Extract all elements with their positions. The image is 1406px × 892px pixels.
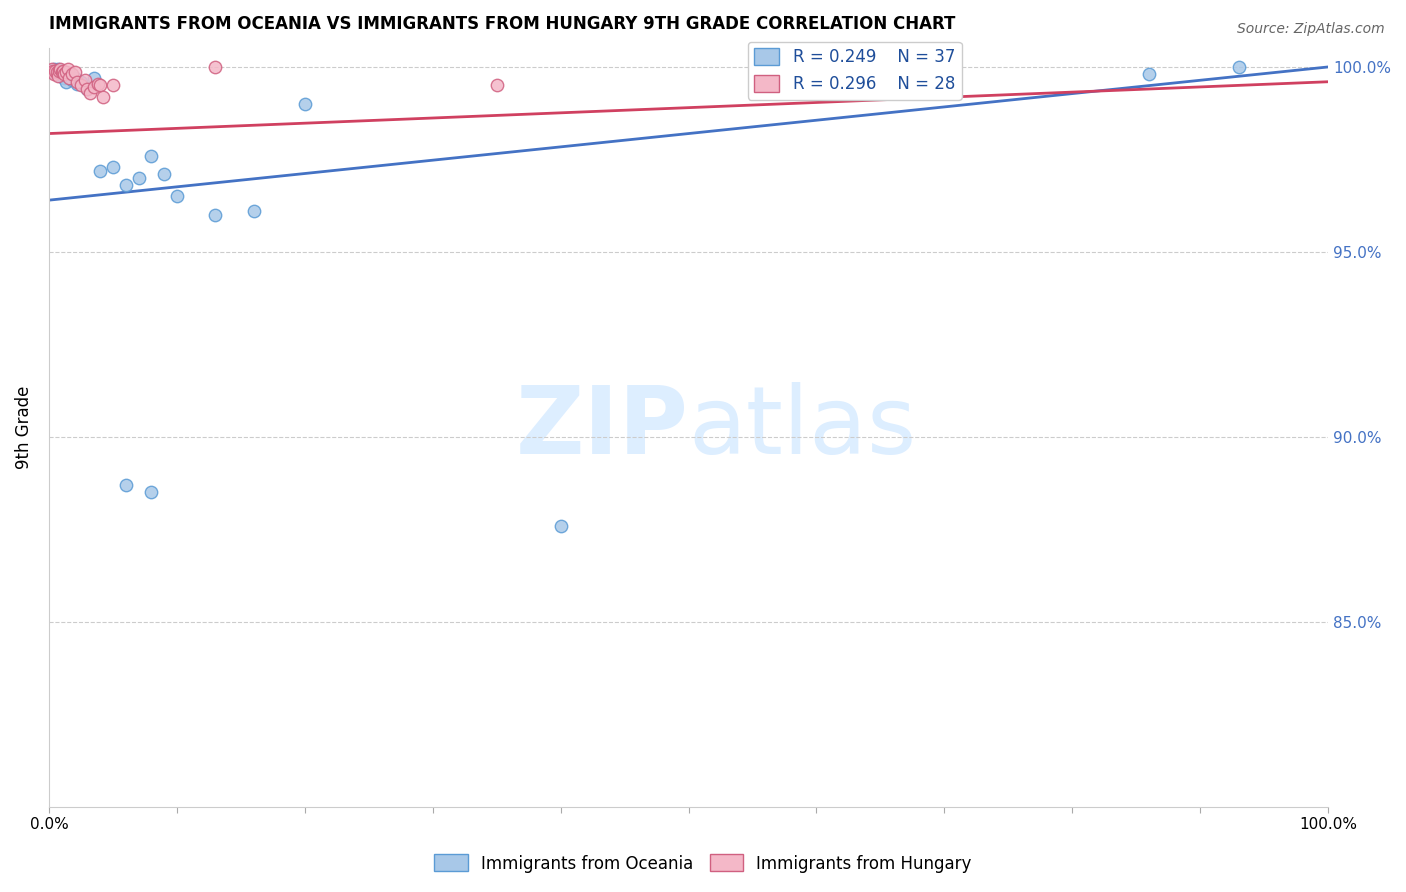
Point [79, 86, 101, 100]
Point [89, 78, 111, 93]
Point [70, 75, 93, 89]
Point [91, 89, 114, 103]
Point [101, 78, 124, 93]
Point [60, 73, 83, 87]
Point [63, 70, 86, 85]
Point [242, 204, 264, 219]
Point [83, 80, 105, 95]
Point [83, 70, 105, 85]
Point [60, 67, 83, 81]
Point [204, 60, 226, 74]
Point [114, 178, 136, 193]
Point [48, 63, 70, 78]
Text: atlas: atlas [689, 382, 917, 474]
Point [70, 78, 93, 93]
Point [42, 65, 65, 79]
Text: Source: ZipAtlas.com: Source: ZipAtlas.com [1237, 22, 1385, 37]
Point [53, 70, 76, 85]
Point [48, 65, 70, 79]
Point [204, 208, 226, 222]
Point [101, 160, 124, 174]
Point [86, 77, 108, 91]
Text: IMMIGRANTS FROM OCEANIA VS IMMIGRANTS FROM HUNGARY 9TH GRADE CORRELATION CHART: IMMIGRANTS FROM OCEANIA VS IMMIGRANTS FR… [49, 15, 955, 33]
Point [56, 69, 79, 83]
Point [53, 67, 76, 81]
Point [42, 62, 65, 76]
Point [42, 67, 65, 81]
Point [49, 62, 72, 76]
Point [58, 67, 80, 81]
Point [166, 189, 188, 203]
Point [550, 518, 572, 533]
Point [51, 63, 73, 78]
Point [66, 75, 89, 89]
Point [42, 63, 65, 78]
Point [49, 69, 72, 83]
Point [128, 170, 150, 185]
Point [76, 82, 98, 96]
Point [1137, 67, 1160, 81]
Y-axis label: 9th Grade: 9th Grade [15, 386, 32, 469]
Point [52, 63, 75, 78]
Point [153, 167, 176, 181]
Point [114, 478, 136, 492]
Point [58, 70, 80, 85]
Point [63, 65, 86, 79]
Point [51, 65, 73, 79]
Point [41, 63, 63, 78]
Text: ZIP: ZIP [516, 382, 689, 474]
Point [141, 149, 163, 163]
Point [1227, 60, 1250, 74]
Legend: Immigrants from Oceania, Immigrants from Hungary: Immigrants from Oceania, Immigrants from… [427, 847, 979, 880]
Point [66, 77, 89, 91]
Point [55, 65, 77, 79]
Point [56, 62, 79, 76]
Point [869, 78, 891, 93]
Point [485, 78, 508, 93]
Point [41, 62, 63, 76]
Legend: R = 0.249    N = 37, R = 0.296    N = 28: R = 0.249 N = 37, R = 0.296 N = 28 [748, 42, 962, 100]
Point [46, 62, 69, 76]
Point [44, 63, 66, 78]
Point [934, 75, 956, 89]
Point [44, 63, 66, 78]
Point [89, 163, 111, 178]
Point [45, 67, 67, 81]
Point [46, 69, 69, 83]
Point [45, 65, 67, 79]
Point [52, 67, 75, 81]
Point [55, 75, 77, 89]
Point [294, 97, 316, 112]
Point [141, 485, 163, 500]
Point [73, 73, 96, 87]
Point [76, 82, 98, 96]
